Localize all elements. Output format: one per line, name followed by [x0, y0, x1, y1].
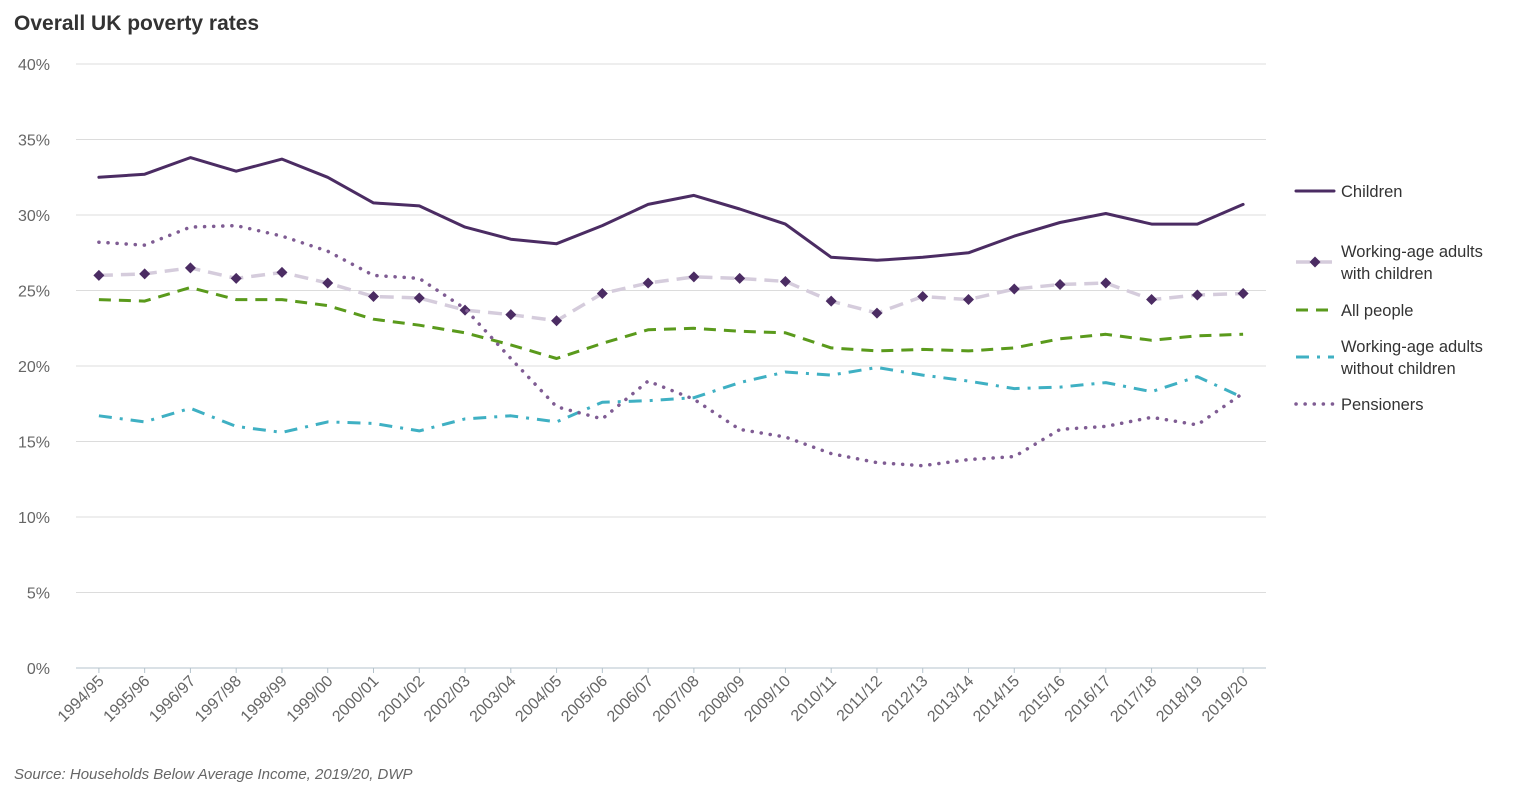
data-point [917, 291, 929, 303]
chart-title: Overall UK poverty rates [14, 12, 260, 35]
x-tick-label: 1995/96 [101, 673, 154, 726]
data-point [825, 295, 837, 307]
data-point [322, 277, 334, 289]
series-line [97, 156, 1245, 262]
x-tick-label: 2000/01 [329, 673, 382, 726]
x-tick-label: 1997/98 [192, 673, 245, 726]
legend-item: All people [1296, 302, 1413, 320]
y-tick-label: 40% [18, 57, 50, 74]
legend-label: Working-age adults [1341, 338, 1483, 356]
series-line [98, 266, 1244, 323]
x-tick-label: 2010/11 [788, 673, 840, 725]
x-tick-label: 1998/99 [238, 673, 291, 726]
y-tick-label: 25% [18, 284, 50, 301]
x-tick-label: 1994/95 [55, 673, 108, 726]
y-tick-label: 0% [27, 661, 50, 678]
legend-label: Children [1341, 183, 1402, 201]
x-tick-label: 2008/09 [696, 673, 749, 726]
data-point [230, 272, 242, 284]
x-tick-label: 2016/17 [1062, 673, 1115, 726]
legend-item: Children [1294, 183, 1402, 201]
x-tick-label: 2018/19 [1153, 673, 1206, 726]
series-all-people [98, 286, 1244, 360]
legend-item: Pensioners [1294, 396, 1424, 414]
legend-marker [1309, 256, 1321, 268]
series-working-age-adults-without-children [98, 366, 1244, 434]
y-tick-label: 35% [18, 133, 50, 150]
x-tick-label: 2002/03 [421, 673, 474, 726]
x-tick-label: 2017/18 [1107, 673, 1160, 726]
legend-item: Working-age adults with children [1296, 243, 1483, 283]
legend: Children Working-age adults with children A… [1294, 183, 1483, 414]
data-point [1008, 283, 1020, 295]
data-point [779, 275, 791, 287]
y-tick-label: 30% [18, 208, 50, 225]
chart-source: Source: Households Below Average Income,… [14, 766, 413, 783]
y-tick-label: 5% [27, 586, 50, 603]
series-lines [93, 156, 1249, 468]
data-point [871, 307, 883, 319]
data-point [459, 304, 471, 316]
x-tick-label: 2006/07 [604, 673, 657, 726]
x-tick-label: 1996/97 [146, 673, 199, 726]
x-axis: 1994/951995/961996/971997/981998/991999/… [55, 668, 1252, 726]
series-line [97, 223, 1245, 468]
x-tick-label: 2003/04 [467, 673, 520, 726]
x-tick-label: 2009/10 [741, 673, 794, 726]
x-tick-label: 1999/00 [284, 673, 337, 726]
data-point [734, 272, 746, 284]
series-line [98, 286, 1244, 360]
y-tick-label: 20% [18, 359, 50, 376]
x-tick-label: 2013/14 [924, 673, 977, 726]
x-tick-label: 2007/08 [650, 673, 703, 726]
x-tick-label: 2004/05 [512, 673, 565, 726]
data-point [1054, 278, 1066, 290]
legend-label: Working-age adults [1341, 243, 1483, 261]
data-point [368, 291, 379, 303]
series-pensioners [97, 223, 1245, 468]
x-tick-label: 2015/16 [1016, 673, 1069, 726]
legend-label: without children [1340, 360, 1456, 378]
y-tick-label: 15% [18, 435, 50, 452]
data-point [505, 309, 517, 321]
data-point [642, 277, 654, 289]
data-point [688, 271, 700, 283]
data-point [93, 269, 105, 281]
data-point [276, 266, 288, 278]
data-point [1237, 288, 1249, 300]
data-point [184, 262, 196, 274]
x-tick-label: 2005/06 [558, 673, 611, 726]
legend-label: with children [1340, 265, 1433, 283]
x-tick-label: 2019/20 [1199, 673, 1252, 726]
x-tick-label: 2012/13 [879, 673, 932, 726]
series-line [98, 366, 1244, 434]
data-point [139, 268, 151, 280]
data-point [1100, 277, 1112, 289]
x-tick-label: 2014/15 [970, 673, 1023, 726]
legend-label: Pensioners [1341, 396, 1424, 414]
x-tick-label: 2011/12 [834, 673, 886, 725]
data-point [551, 315, 563, 327]
data-point [596, 288, 608, 300]
gridlines [76, 63, 1266, 669]
legend-label: All people [1341, 302, 1413, 320]
series-working-age-adults-with-children [93, 262, 1249, 327]
data-point [1191, 289, 1203, 301]
y-tick-label: 10% [18, 510, 50, 527]
x-tick-label: 2001/02 [375, 673, 428, 726]
series-children [97, 156, 1245, 262]
y-axis: 0% 5% 10% 15% 20% 25% 30% 35% 40% [18, 57, 50, 678]
data-point [1146, 294, 1158, 306]
legend-item: Working-age adults without children [1296, 338, 1483, 378]
data-point [963, 294, 974, 306]
data-point [413, 292, 425, 304]
